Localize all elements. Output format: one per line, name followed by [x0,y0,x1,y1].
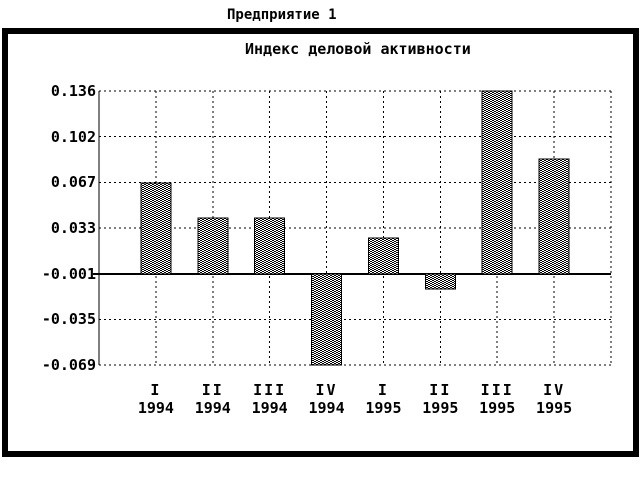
window-title: Предприятие 1 [227,7,337,23]
bar-III-1995 [481,90,513,275]
bar-I-1994 [140,182,172,275]
axes [93,91,611,365]
bar-I-1995 [367,237,399,275]
bar-IV-1995 [538,158,570,275]
bars [140,90,570,366]
gridlines [98,90,612,366]
chart-title: Индекс деловой активности [245,40,471,58]
bar-II-1995 [424,273,456,290]
bar-III-1994 [254,217,286,275]
bar-II-1994 [197,217,229,275]
bar-IV-1994 [311,273,343,366]
chart-window-frame [2,28,639,457]
